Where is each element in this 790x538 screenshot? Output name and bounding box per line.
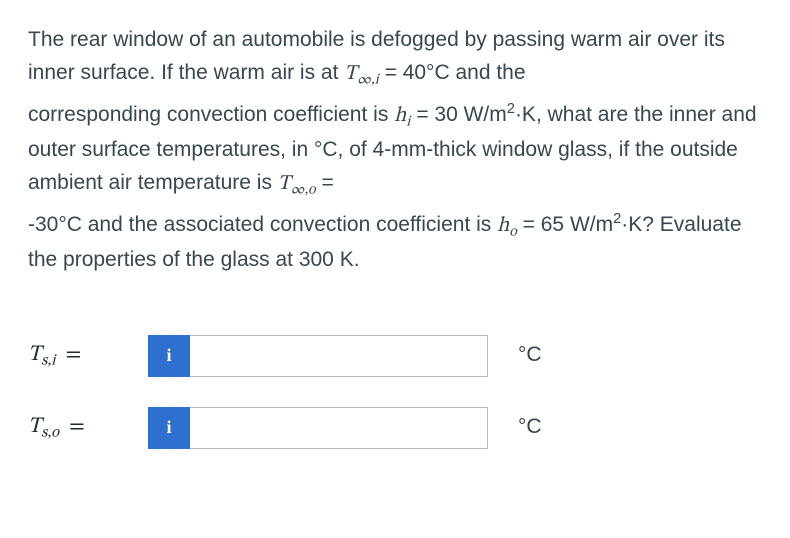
answer-section: Ts,i = i °C Ts,o = i °C [28, 335, 762, 449]
symbol-T-inf-i: T∞,i [344, 63, 378, 84]
text: -30°C and the associated convection coef… [28, 213, 497, 236]
text: = 30 W/m [410, 103, 506, 126]
text: = [316, 171, 334, 194]
symbol-h-i: hi [394, 105, 410, 126]
problem-statement: The rear window of an automobile is defo… [28, 24, 762, 277]
tsi-input[interactable] [190, 335, 488, 377]
label-tso: Ts,o = [28, 410, 148, 445]
tso-input[interactable] [190, 407, 488, 449]
superscript: 2 [507, 101, 515, 117]
unit-label: °C [518, 411, 542, 444]
symbol-T-inf-o: T∞,o [278, 173, 316, 194]
info-icon[interactable]: i [148, 407, 190, 449]
text: = 65 W/m [517, 213, 613, 236]
info-icon[interactable]: i [148, 335, 190, 377]
text: corresponding convection coefficient is [28, 103, 394, 126]
label-tsi: Ts,i = [28, 338, 148, 373]
unit-label: °C [518, 339, 542, 372]
text: = 40°C and the [379, 61, 526, 84]
answer-row-tsi: Ts,i = i °C [28, 335, 762, 377]
answer-row-tso: Ts,o = i °C [28, 407, 762, 449]
symbol-h-o: ho [497, 215, 517, 236]
